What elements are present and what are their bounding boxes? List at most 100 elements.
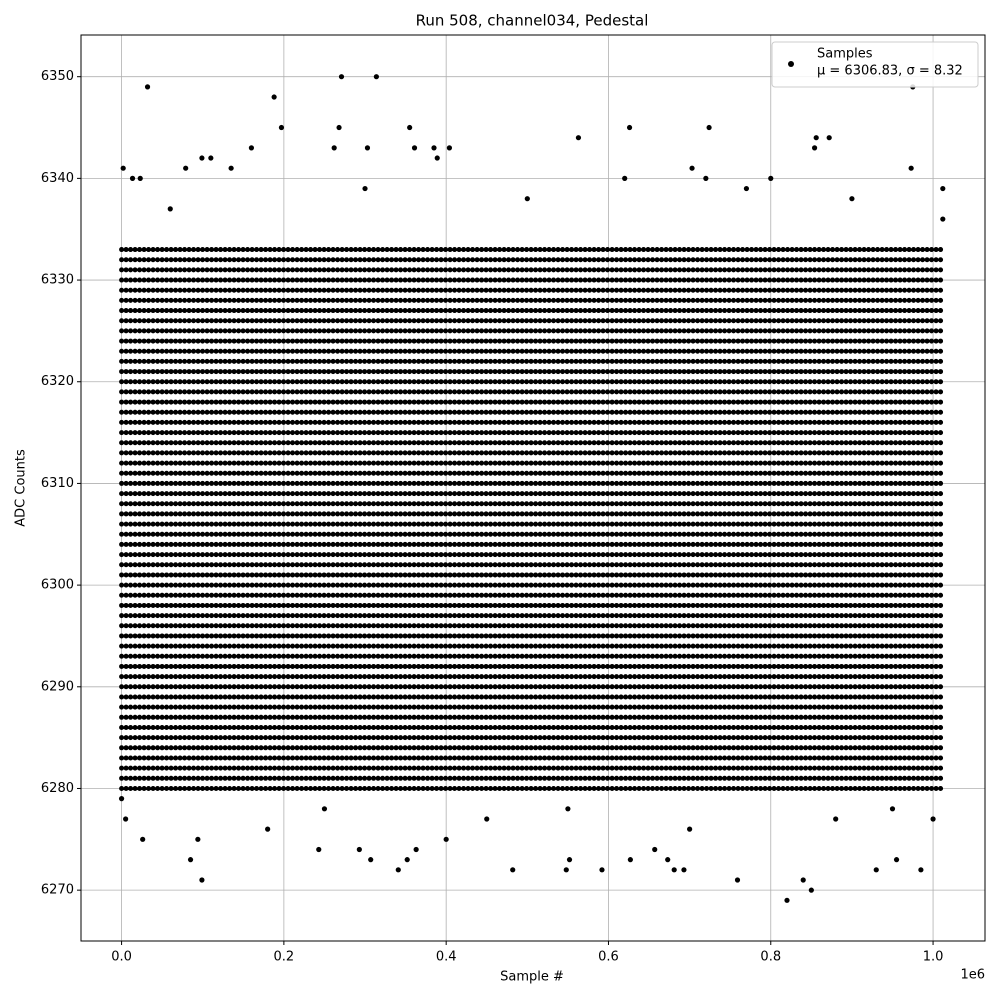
sample-point bbox=[908, 165, 914, 171]
y-tick-label: 6300 bbox=[41, 578, 74, 593]
sample-point bbox=[826, 135, 832, 141]
x-axis-label: Sample # bbox=[500, 970, 564, 985]
sample-point bbox=[681, 867, 687, 873]
sample-point bbox=[599, 867, 605, 873]
sample-point bbox=[183, 165, 189, 171]
legend-label: Samples bbox=[817, 47, 873, 62]
sample-point bbox=[404, 857, 410, 863]
x-tick-label: 0.6 bbox=[598, 950, 619, 965]
chart-title: Run 508, channel034, Pedestal bbox=[416, 12, 649, 30]
sample-point bbox=[811, 145, 818, 151]
sample-point bbox=[368, 857, 374, 863]
sample-point bbox=[665, 857, 671, 863]
sample-point bbox=[918, 867, 924, 873]
x-tick-label: 1.0 bbox=[923, 950, 944, 965]
sample-point bbox=[336, 124, 342, 131]
x-tick-label: 0.2 bbox=[274, 950, 295, 965]
sample-point bbox=[316, 846, 322, 853]
sample-point bbox=[431, 145, 437, 151]
sample-point bbox=[140, 836, 146, 842]
sample-point bbox=[137, 175, 143, 181]
sample-point bbox=[565, 806, 571, 812]
axes-frame bbox=[80, 34, 986, 942]
sample-point bbox=[930, 816, 936, 822]
y-axis-label: ADC Counts bbox=[14, 449, 29, 527]
sample-point bbox=[627, 857, 633, 863]
sample-point bbox=[129, 175, 136, 181]
legend-subtitle: μ = 6306.83, σ = 8.32 bbox=[817, 64, 963, 79]
sample-point bbox=[484, 816, 490, 822]
sample-point bbox=[199, 155, 205, 161]
sample-point bbox=[395, 867, 401, 873]
sample-point bbox=[331, 145, 337, 151]
plot-area bbox=[118, 74, 946, 903]
sample-point bbox=[671, 867, 677, 873]
sample-point bbox=[849, 196, 855, 202]
sample-point bbox=[575, 135, 582, 141]
sample-point bbox=[338, 74, 345, 80]
sample-point bbox=[873, 867, 879, 873]
sample-point bbox=[362, 185, 368, 192]
y-tick-label: 6340 bbox=[41, 171, 74, 186]
sample-point bbox=[813, 135, 819, 141]
sample-point bbox=[167, 206, 173, 212]
sample-point bbox=[123, 816, 129, 822]
sample-point bbox=[373, 74, 379, 80]
sample-point bbox=[734, 877, 741, 883]
sample-point bbox=[703, 175, 709, 181]
sample-point bbox=[271, 94, 277, 100]
y-tick-label: 6270 bbox=[41, 883, 74, 898]
sample-point bbox=[278, 124, 285, 131]
sample-point bbox=[356, 846, 362, 853]
sample-point bbox=[446, 145, 453, 151]
sample-point bbox=[687, 826, 693, 832]
sample-point bbox=[195, 836, 201, 842]
sample-point bbox=[120, 165, 126, 171]
sample-point bbox=[626, 124, 633, 131]
sample-point bbox=[144, 84, 151, 90]
sample-point bbox=[800, 877, 806, 883]
x-offset-label: 1e6 bbox=[960, 968, 985, 983]
sample-point bbox=[364, 145, 371, 151]
y-tick-label: 6350 bbox=[41, 69, 74, 84]
sample-point bbox=[407, 124, 413, 131]
sample-point bbox=[808, 887, 814, 893]
sample-point bbox=[743, 185, 750, 192]
sample-point bbox=[510, 867, 516, 873]
y-tick-label: 6310 bbox=[41, 476, 74, 491]
sample-point bbox=[443, 836, 449, 842]
y-tick-label: 6280 bbox=[41, 781, 74, 796]
x-tick-label: 0.4 bbox=[436, 950, 457, 965]
legend-marker bbox=[788, 61, 794, 67]
sample-point bbox=[889, 806, 896, 812]
sample-point bbox=[689, 165, 695, 171]
sample-point bbox=[652, 846, 658, 853]
x-tick-label: 0.8 bbox=[760, 950, 781, 965]
sample-point bbox=[784, 897, 790, 903]
sample-point bbox=[563, 867, 569, 873]
sample-point bbox=[321, 806, 328, 812]
y-tick-label: 6330 bbox=[41, 273, 74, 288]
sample-point bbox=[833, 816, 839, 822]
legend-box bbox=[771, 41, 979, 88]
sample-point bbox=[940, 216, 946, 222]
sample-point bbox=[940, 185, 946, 192]
sample-point bbox=[199, 877, 205, 883]
sample-point bbox=[118, 796, 125, 802]
sample-point bbox=[413, 846, 419, 853]
sample-point bbox=[265, 826, 271, 832]
sample-point bbox=[187, 857, 194, 863]
sample-point bbox=[524, 196, 530, 202]
y-tick-label: 6290 bbox=[41, 679, 74, 694]
legend: Samples μ = 6306.83, σ = 8.32 bbox=[771, 41, 979, 88]
sample-point bbox=[208, 155, 214, 161]
sample-point bbox=[566, 857, 573, 863]
sample-point bbox=[411, 145, 418, 151]
sample-point bbox=[622, 175, 628, 181]
sample-point bbox=[706, 124, 712, 131]
x-tick-label: 0.0 bbox=[111, 950, 132, 965]
y-tick-label: 6320 bbox=[41, 374, 74, 389]
sample-point bbox=[434, 155, 440, 161]
